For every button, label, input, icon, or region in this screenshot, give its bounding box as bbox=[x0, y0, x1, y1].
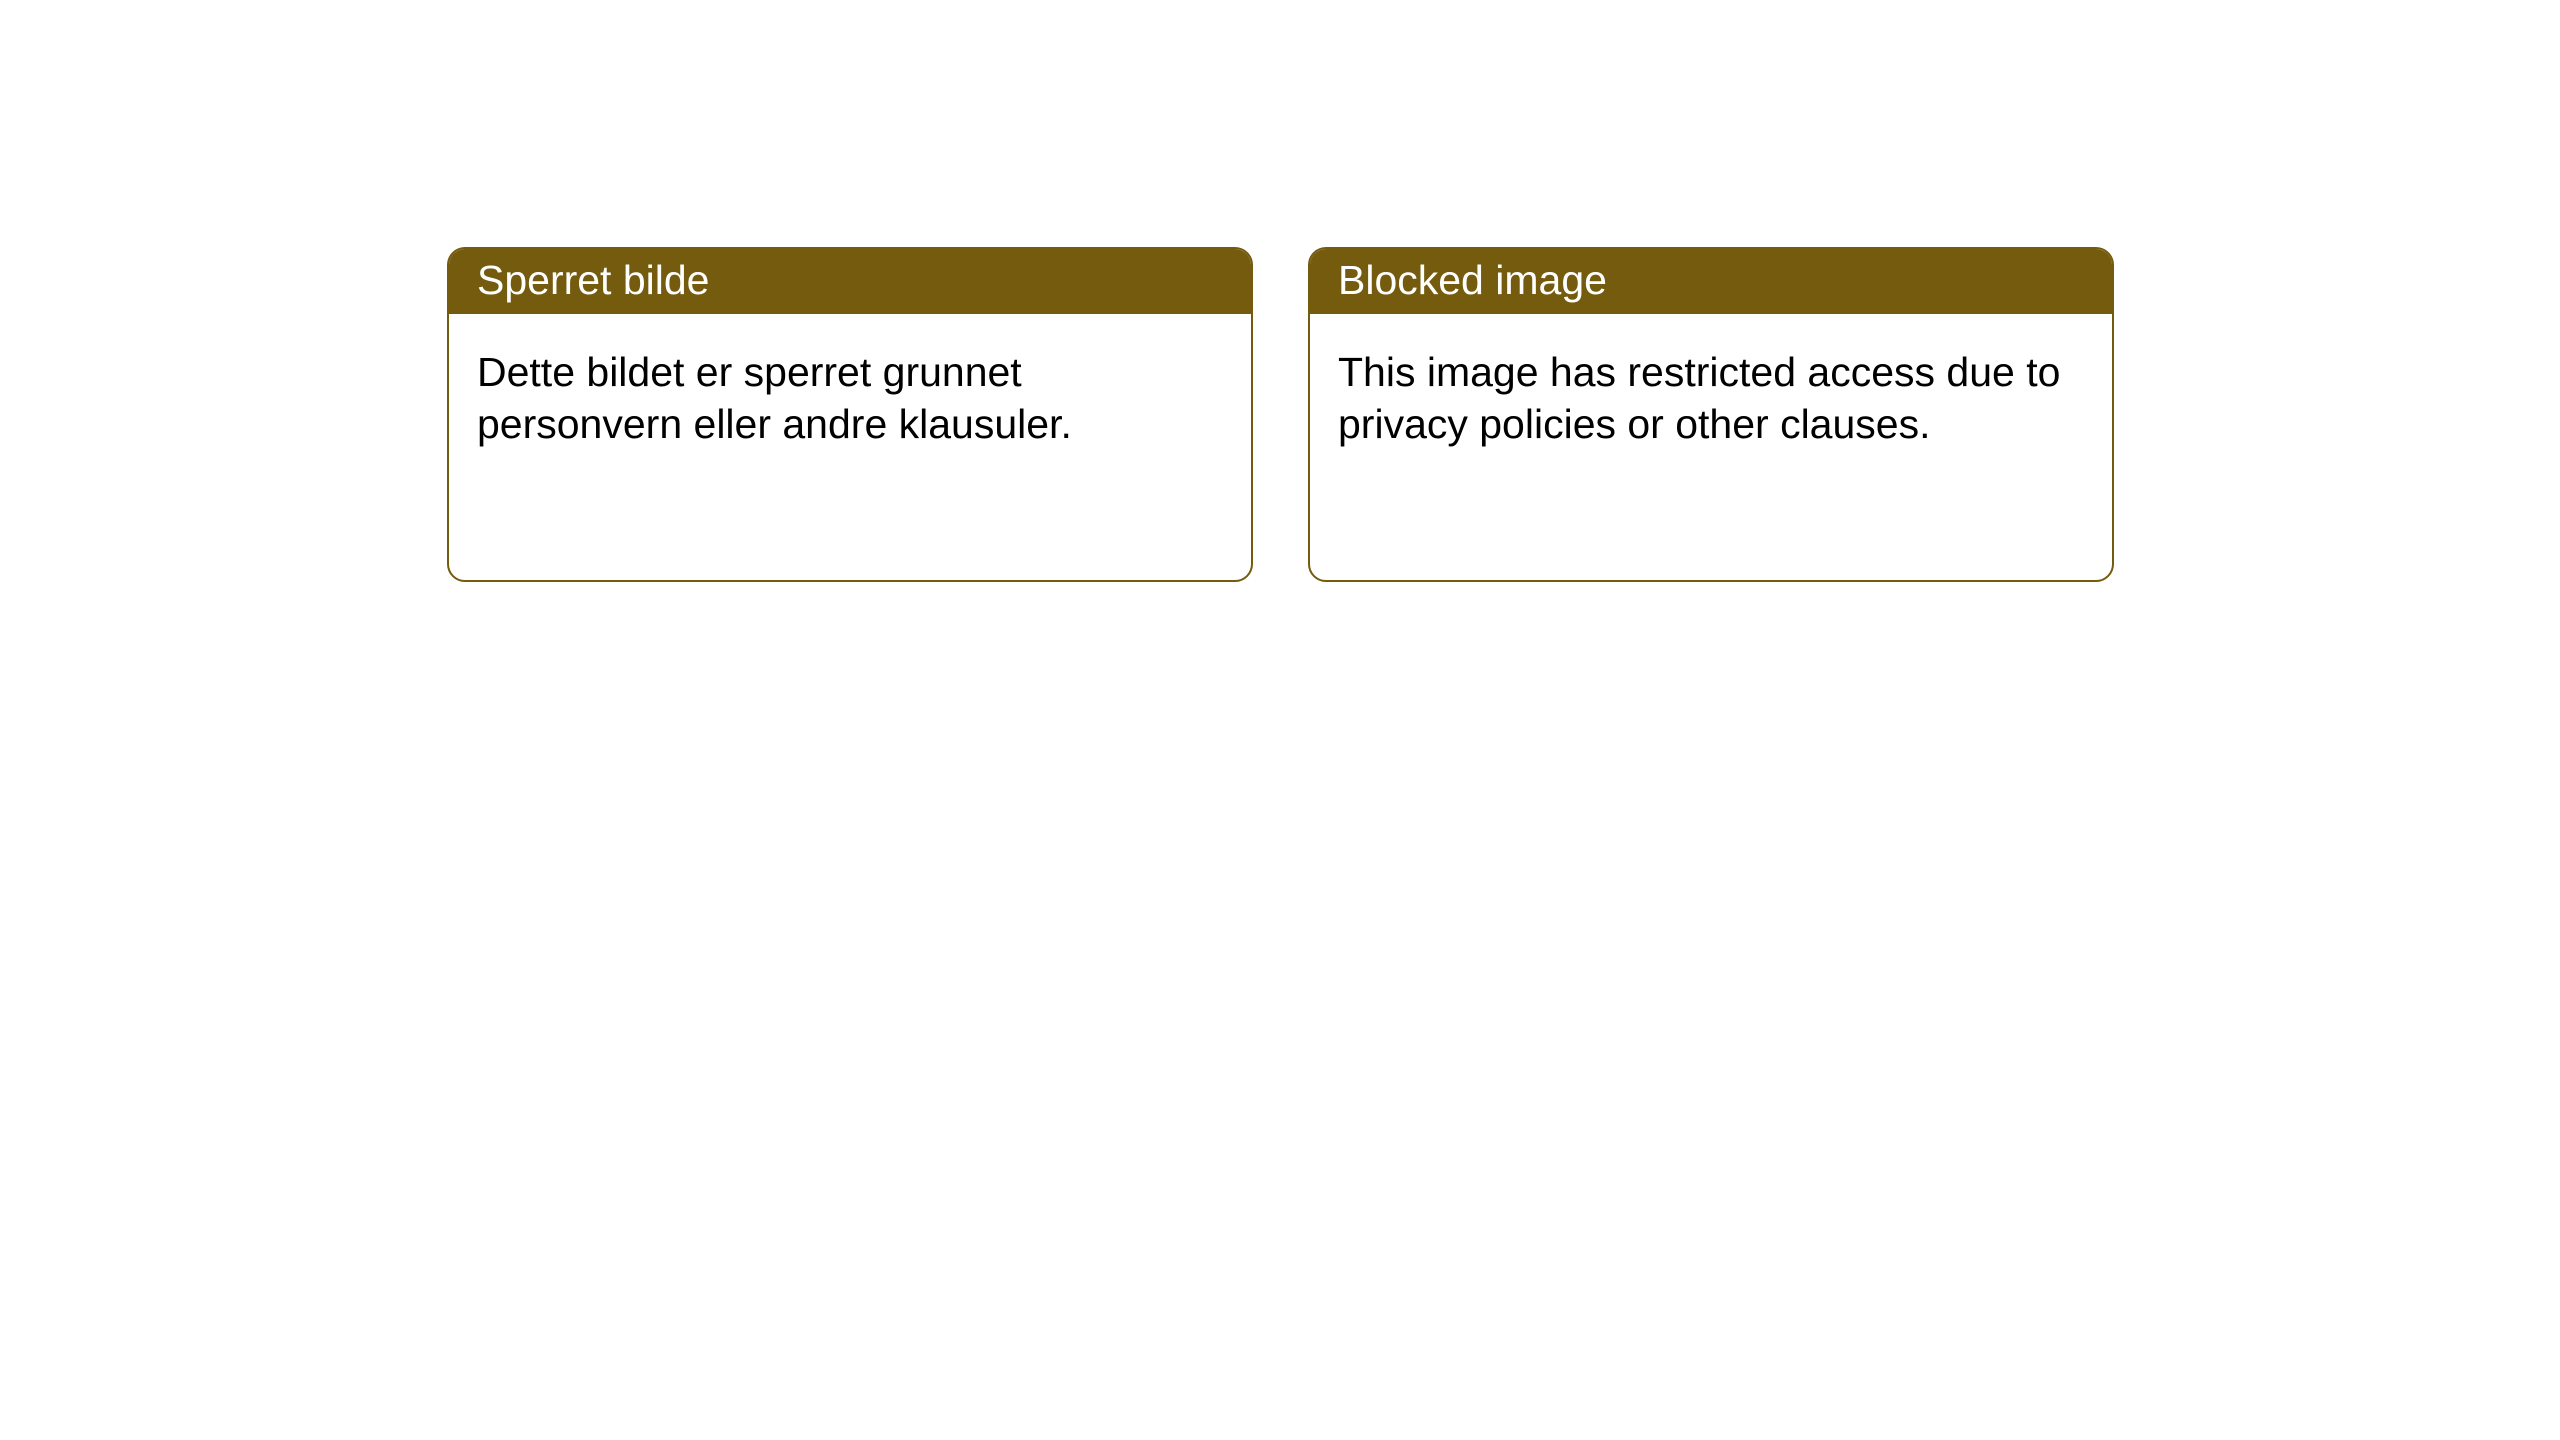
notice-card-title: Blocked image bbox=[1338, 257, 1607, 303]
notice-card-header: Sperret bilde bbox=[449, 249, 1251, 314]
notice-card-header: Blocked image bbox=[1310, 249, 2112, 314]
notice-cards-container: Sperret bilde Dette bildet er sperret gr… bbox=[447, 247, 2114, 582]
notice-card-norwegian: Sperret bilde Dette bildet er sperret gr… bbox=[447, 247, 1253, 582]
notice-card-text: This image has restricted access due to … bbox=[1338, 349, 2060, 447]
notice-card-body: This image has restricted access due to … bbox=[1310, 314, 2112, 483]
notice-card-english: Blocked image This image has restricted … bbox=[1308, 247, 2114, 582]
notice-card-text: Dette bildet er sperret grunnet personve… bbox=[477, 349, 1072, 447]
notice-card-body: Dette bildet er sperret grunnet personve… bbox=[449, 314, 1251, 483]
notice-card-title: Sperret bilde bbox=[477, 257, 709, 303]
